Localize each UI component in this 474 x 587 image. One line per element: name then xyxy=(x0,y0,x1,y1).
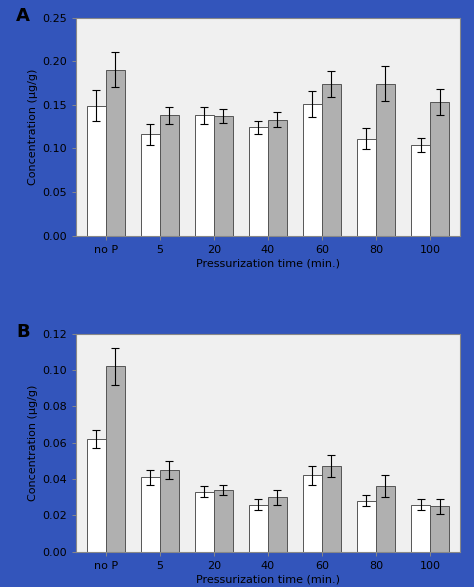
Bar xyxy=(214,116,233,235)
Bar xyxy=(106,70,125,235)
Bar xyxy=(87,439,106,552)
Bar xyxy=(268,120,287,235)
Bar xyxy=(322,467,341,552)
Text: B: B xyxy=(16,323,30,341)
Bar xyxy=(411,505,430,552)
Bar xyxy=(87,106,106,235)
Bar xyxy=(303,475,322,552)
Bar xyxy=(376,487,395,552)
Bar xyxy=(303,104,322,235)
Bar xyxy=(160,115,179,235)
X-axis label: Pressurization time (min.): Pressurization time (min.) xyxy=(196,259,340,269)
Bar xyxy=(214,490,233,552)
Bar xyxy=(376,84,395,235)
X-axis label: Pressurization time (min.): Pressurization time (min.) xyxy=(196,575,340,585)
Bar xyxy=(195,115,214,235)
Bar xyxy=(249,127,268,235)
Y-axis label: Concentration (µg/g): Concentration (µg/g) xyxy=(28,69,38,185)
Bar xyxy=(195,492,214,552)
Bar xyxy=(430,507,449,552)
Bar xyxy=(322,84,341,235)
Bar xyxy=(430,102,449,235)
Bar xyxy=(357,139,376,235)
Bar xyxy=(249,505,268,552)
Bar xyxy=(268,497,287,552)
Y-axis label: Concentration (µg/g): Concentration (µg/g) xyxy=(28,384,38,501)
Bar xyxy=(141,477,160,552)
Text: A: A xyxy=(16,6,30,25)
Bar xyxy=(411,145,430,235)
Bar xyxy=(357,501,376,552)
Bar xyxy=(160,470,179,552)
Bar xyxy=(106,366,125,552)
Bar xyxy=(141,134,160,235)
